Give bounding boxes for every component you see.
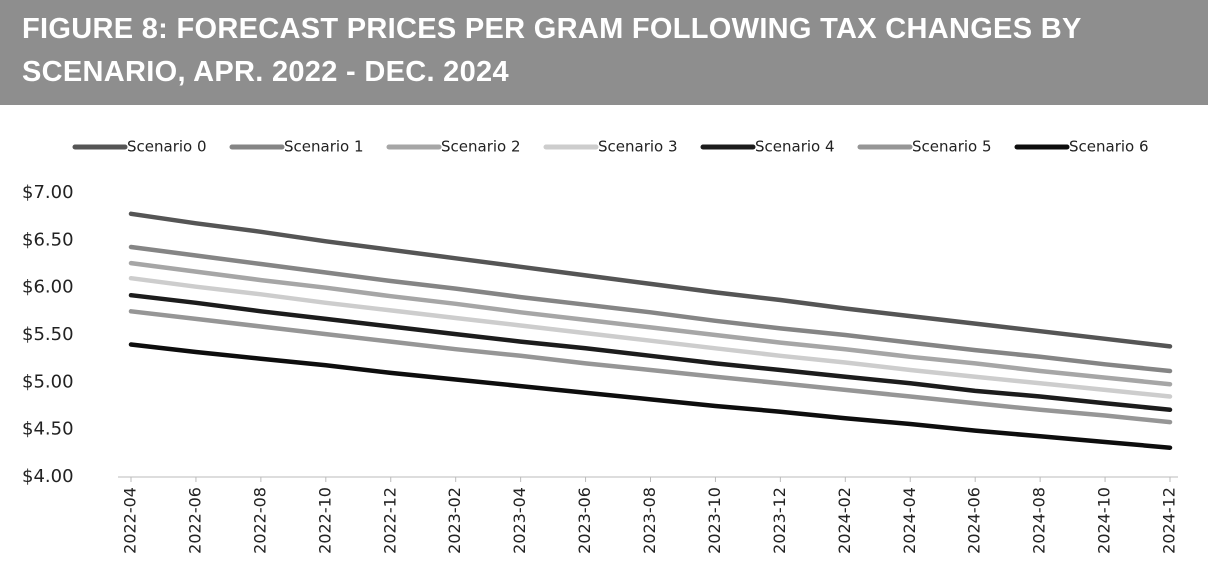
y-tick-label: $7.00	[22, 182, 74, 203]
legend-label: Scenario 2	[441, 138, 521, 156]
legend-label: Scenario 4	[755, 138, 835, 156]
x-tick-label: 2023-12	[770, 487, 789, 554]
x-tick-label: 2024-04	[900, 487, 919, 554]
x-tick-label: 2023-04	[510, 487, 529, 554]
series-line	[128, 309, 1173, 425]
legend-label: Scenario 6	[1069, 138, 1149, 156]
x-tick-label: 2023-10	[705, 487, 724, 554]
x-tick-label: 2024-12	[1160, 487, 1179, 554]
series-line	[128, 260, 1173, 387]
x-tick-label: 2024-06	[965, 487, 984, 554]
series-line	[128, 292, 1173, 413]
chart-title: FIGURE 8: FORECAST PRICES PER GRAM FOLLO…	[22, 13, 1082, 88]
x-tick-label: 2022-10	[315, 487, 334, 554]
y-tick-label: $6.50	[22, 229, 74, 250]
x-tick-label: 2023-08	[640, 487, 659, 554]
y-tick-label: $4.50	[22, 419, 74, 440]
series-line	[128, 211, 1173, 349]
legend-label: Scenario 5	[912, 138, 992, 156]
x-tick-label: 2022-06	[185, 487, 204, 554]
y-tick-label: $5.50	[22, 324, 74, 345]
x-tick-label: 2024-02	[835, 487, 854, 554]
legend-label: Scenario 0	[127, 138, 207, 156]
y-tick-label: $6.00	[22, 277, 74, 298]
series-line	[128, 275, 1173, 399]
x-tick-label: 2024-10	[1095, 487, 1114, 554]
series-line	[128, 342, 1173, 450]
legend-label: Scenario 3	[598, 138, 678, 156]
x-tick-label: 2022-12	[380, 487, 399, 554]
y-tick-label: $5.00	[22, 371, 74, 392]
x-tick-label: 2024-08	[1030, 487, 1049, 554]
series-line	[128, 244, 1173, 374]
x-tick-label: 2022-04	[121, 487, 140, 554]
y-tick-label: $4.00	[22, 466, 74, 487]
x-tick-label: 2022-08	[250, 487, 269, 554]
header-band: FIGURE 8: FORECAST PRICES PER GRAM FOLLO…	[0, 0, 1208, 105]
legend-label: Scenario 1	[284, 138, 364, 156]
x-tick-label: 2023-06	[575, 487, 594, 554]
x-tick-label: 2023-02	[445, 487, 464, 554]
